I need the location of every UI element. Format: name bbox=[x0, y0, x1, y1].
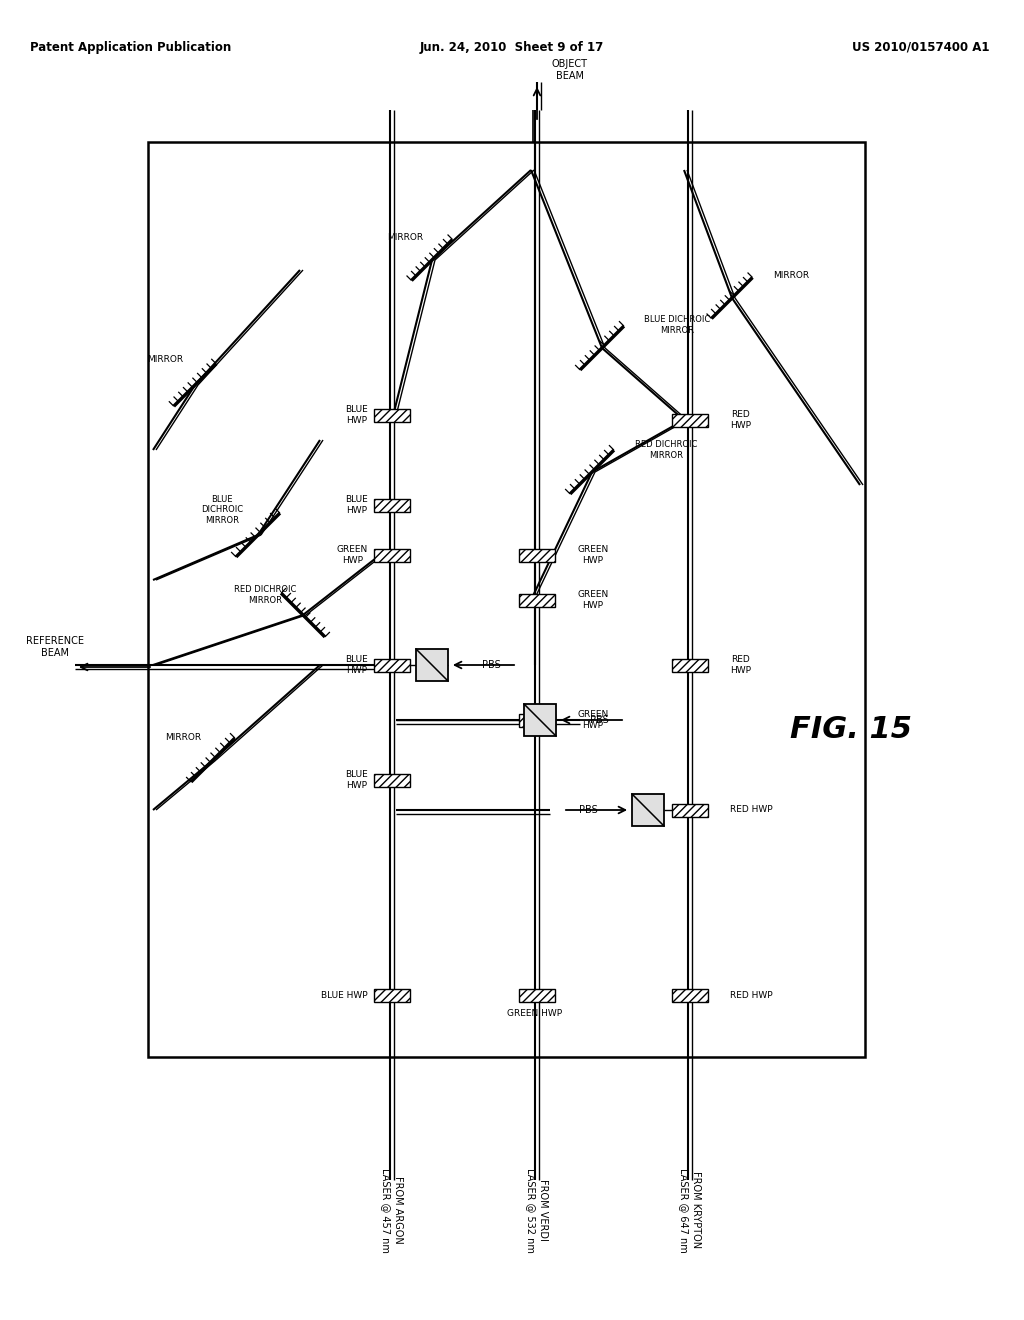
Text: BLUE
HWP: BLUE HWP bbox=[345, 655, 368, 675]
Text: RED
HWP: RED HWP bbox=[730, 655, 751, 675]
Bar bbox=[519, 594, 555, 606]
Text: US 2010/0157400 A1: US 2010/0157400 A1 bbox=[853, 41, 990, 54]
Text: BLUE
DICHROIC
MIRROR: BLUE DICHROIC MIRROR bbox=[201, 495, 243, 525]
Text: GREEN
HWP: GREEN HWP bbox=[577, 710, 608, 730]
Bar bbox=[519, 989, 555, 1002]
Text: GREEN
HWP: GREEN HWP bbox=[577, 545, 608, 565]
Text: BLUE
HWP: BLUE HWP bbox=[345, 405, 368, 425]
Text: PBS: PBS bbox=[580, 805, 598, 814]
Bar bbox=[519, 714, 555, 726]
Text: GREEN
HWP: GREEN HWP bbox=[337, 545, 368, 565]
Bar bbox=[416, 649, 449, 681]
Bar bbox=[672, 659, 708, 672]
Text: OBJECT
BEAM: OBJECT BEAM bbox=[552, 59, 588, 81]
Text: MIRROR: MIRROR bbox=[387, 234, 423, 243]
Bar bbox=[672, 413, 708, 426]
Bar bbox=[374, 774, 410, 787]
Text: BLUE
HWP: BLUE HWP bbox=[345, 771, 368, 789]
Text: Patent Application Publication: Patent Application Publication bbox=[30, 41, 231, 54]
Bar bbox=[672, 804, 708, 817]
Text: FROM VERDI
LASER @ 532 nm: FROM VERDI LASER @ 532 nm bbox=[526, 1168, 548, 1253]
Bar bbox=[632, 795, 664, 826]
Bar bbox=[374, 499, 410, 511]
Bar bbox=[519, 549, 555, 561]
Bar bbox=[672, 989, 708, 1002]
Bar bbox=[374, 549, 410, 561]
Text: RED HWP: RED HWP bbox=[730, 805, 773, 814]
Text: BLUE HWP: BLUE HWP bbox=[322, 990, 368, 999]
Text: GREEN
HWP: GREEN HWP bbox=[577, 590, 608, 610]
Text: PBS: PBS bbox=[482, 660, 501, 671]
Bar bbox=[374, 659, 410, 672]
Text: MIRROR: MIRROR bbox=[146, 355, 183, 364]
Text: Jun. 24, 2010  Sheet 9 of 17: Jun. 24, 2010 Sheet 9 of 17 bbox=[420, 41, 604, 54]
Text: RED DICHROIC
MIRROR: RED DICHROIC MIRROR bbox=[635, 441, 697, 459]
Text: FROM ARGON
LASER @ 457 nm: FROM ARGON LASER @ 457 nm bbox=[381, 1168, 402, 1253]
Text: RED
HWP: RED HWP bbox=[730, 411, 751, 430]
Bar bbox=[524, 704, 556, 737]
Text: REFERENCE
BEAM: REFERENCE BEAM bbox=[26, 636, 84, 657]
Bar bbox=[148, 143, 865, 1057]
Text: MIRROR: MIRROR bbox=[773, 271, 809, 280]
Text: RED HWP: RED HWP bbox=[730, 990, 773, 999]
Text: GREEN HWP: GREEN HWP bbox=[508, 1008, 562, 1018]
Text: FROM KRYPTON
LASER @ 647 nm: FROM KRYPTON LASER @ 647 nm bbox=[679, 1168, 700, 1253]
Text: BLUE
HWP: BLUE HWP bbox=[345, 495, 368, 515]
Text: RED DICHROIC
MIRROR: RED DICHROIC MIRROR bbox=[233, 585, 296, 605]
Text: PBS: PBS bbox=[590, 715, 608, 725]
Text: FIG. 15: FIG. 15 bbox=[790, 715, 912, 744]
Bar bbox=[374, 989, 410, 1002]
Text: MIRROR: MIRROR bbox=[165, 734, 201, 742]
Bar bbox=[374, 408, 410, 421]
Text: BLUE DICHROIC
MIRROR: BLUE DICHROIC MIRROR bbox=[644, 315, 711, 335]
